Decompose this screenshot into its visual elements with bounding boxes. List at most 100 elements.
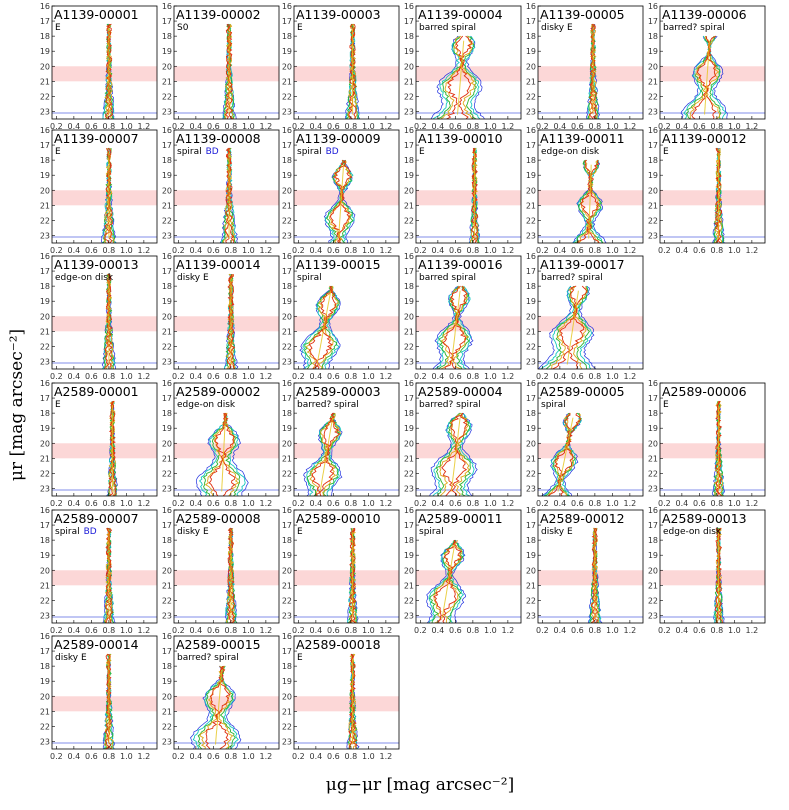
shaded-band [174, 570, 279, 586]
x-tick-label: 0.4 [432, 122, 445, 131]
contour-green-right [446, 539, 464, 623]
x-tick-label: 1.2 [502, 626, 515, 635]
y-tick-label: 20 [162, 312, 172, 321]
contour-orange-right [322, 413, 341, 496]
y-tick-label: 20 [40, 312, 50, 321]
panel-frame [537, 5, 644, 120]
shaded-band [416, 190, 521, 206]
contour-red-right [222, 412, 236, 496]
y-tick-label: 22 [40, 216, 50, 225]
galaxy-type-label: edge-on disk [541, 147, 600, 157]
panel-frame [415, 255, 522, 370]
y-tick-label: 16 [526, 379, 536, 388]
contour-red-left [108, 400, 115, 496]
y-tick-label: 20 [648, 186, 658, 195]
y-tick-label: 20 [648, 439, 658, 448]
shaded-band [294, 66, 399, 82]
y-tick-label: 22 [526, 216, 536, 225]
y-tick-label: 22 [282, 342, 292, 351]
y-tick-label: 20 [162, 186, 172, 195]
panel-frame [415, 382, 522, 497]
sequence-spine [566, 290, 579, 365]
x-tick-label: 0.4 [190, 122, 203, 131]
x-tick-label: 0.6 [327, 626, 340, 635]
y-tick-label: 19 [40, 551, 50, 560]
contour-red-left [590, 527, 598, 623]
contour-red-left [714, 527, 722, 623]
panel-title: A2589-00015 [176, 637, 261, 652]
y-tick-label: 23 [162, 231, 172, 240]
x-tick-label: 1.0 [606, 246, 619, 255]
y-tick-label: 19 [282, 551, 292, 560]
contour-red-right [106, 274, 113, 369]
contour-blue-left [190, 665, 223, 749]
y-tick-label: 21 [162, 77, 172, 86]
shaded-band [416, 316, 521, 332]
y-tick-label: 18 [40, 662, 50, 671]
y-tick-label: 21 [282, 77, 292, 86]
y-tick-label: 21 [162, 454, 172, 463]
panel-frame [293, 382, 400, 497]
contour-traces [323, 159, 356, 243]
y-tick-label: 23 [282, 737, 292, 746]
y-tick-label: 16 [162, 379, 172, 388]
y-tick-label: 19 [162, 677, 172, 686]
x-tick-label: 1.0 [606, 372, 619, 381]
contour-orange-left [433, 539, 457, 623]
x-tick-label: 1.0 [484, 372, 497, 381]
y-tick-label: 19 [40, 677, 50, 686]
panel-title: A1139-00010 [418, 131, 503, 146]
y-tick-label: 22 [40, 469, 50, 478]
y-tick-label: 23 [282, 484, 292, 493]
y-tick-label: 19 [526, 551, 536, 560]
panel-frame [173, 129, 280, 244]
y-tick-label: 18 [162, 32, 172, 41]
panel-frame [51, 129, 158, 244]
panel-frame [659, 382, 766, 497]
contour-traces [432, 285, 474, 369]
galaxy-type-label: E [297, 527, 303, 537]
shaded-band [52, 66, 157, 82]
y-tick-label: 22 [282, 596, 292, 605]
galaxy-type-label: E [55, 400, 61, 410]
y-tick-label: 21 [282, 201, 292, 210]
contour-blue-right [330, 412, 343, 496]
y-tick-label: 22 [40, 92, 50, 101]
galaxy-type-label: edge-on disk [177, 400, 236, 410]
x-tick-label: 0.4 [310, 499, 323, 508]
contour-blue-right [351, 23, 361, 119]
panel-A2589-00014: 16 17 18 19 20 21 22 230.2 0.4 0.6 0.8 1.0 1.2 A2589-… [40, 632, 158, 761]
panel-A1139-00014: 16 17 18 19 20 21 22 230.2 0.4 0.6 0.8 1.0 1.2 A1139-… [162, 252, 280, 381]
x-tick-label: 1.0 [362, 752, 375, 761]
x-tick-label: 1.0 [242, 626, 255, 635]
contour-traces [303, 412, 343, 496]
x-tick-label: 1.0 [362, 122, 375, 131]
galaxy-type-label: spiral [297, 273, 322, 283]
x-tick-label: 0.2 [414, 372, 427, 381]
panel-title: A1139-00014 [176, 257, 261, 272]
panel-A1139-00001: 16 17 18 19 20 21 22 230.2 0.4 0.6 0.8 1.0 1.2 A1139-… [40, 2, 158, 131]
y-tick-label: 16 [526, 126, 536, 135]
x-tick-label: 0.8 [345, 499, 358, 508]
panel-frame [51, 5, 158, 120]
contour-orange-right [318, 285, 339, 369]
x-tick-label: 1.2 [260, 372, 273, 381]
panel-A2589-00018: 16 17 18 19 20 21 22 230.2 0.4 0.6 0.8 1.0 1.2 A2589-… [282, 632, 400, 761]
x-tick-label: 0.4 [432, 372, 445, 381]
x-tick-label: 1.0 [728, 122, 741, 131]
x-tick-label: 1.2 [624, 499, 637, 508]
x-tick-label: 0.4 [190, 372, 203, 381]
contour-orange-right [443, 539, 463, 623]
panel-A1139-00010: 16 17 18 19 20 21 22 230.2 0.4 0.6 0.8 1.0 1.2 A1139-… [404, 126, 522, 255]
x-tick-label: 1.0 [606, 499, 619, 508]
y-tick-label: 16 [162, 632, 172, 641]
contour-red-right [715, 527, 723, 623]
x-tick-label: 0.2 [536, 122, 549, 131]
panel-A1139-00005: 16 17 18 19 20 21 22 230.2 0.4 0.6 0.8 1.0 1.2 A1139-… [526, 2, 644, 131]
panel-frame [293, 129, 400, 244]
contour-blue-left [429, 412, 460, 496]
x-tick-label: 0.4 [554, 499, 567, 508]
panel-title: A1139-00002 [176, 7, 261, 22]
shaded-band [294, 443, 399, 459]
x-tick-label: 0.8 [711, 122, 724, 131]
